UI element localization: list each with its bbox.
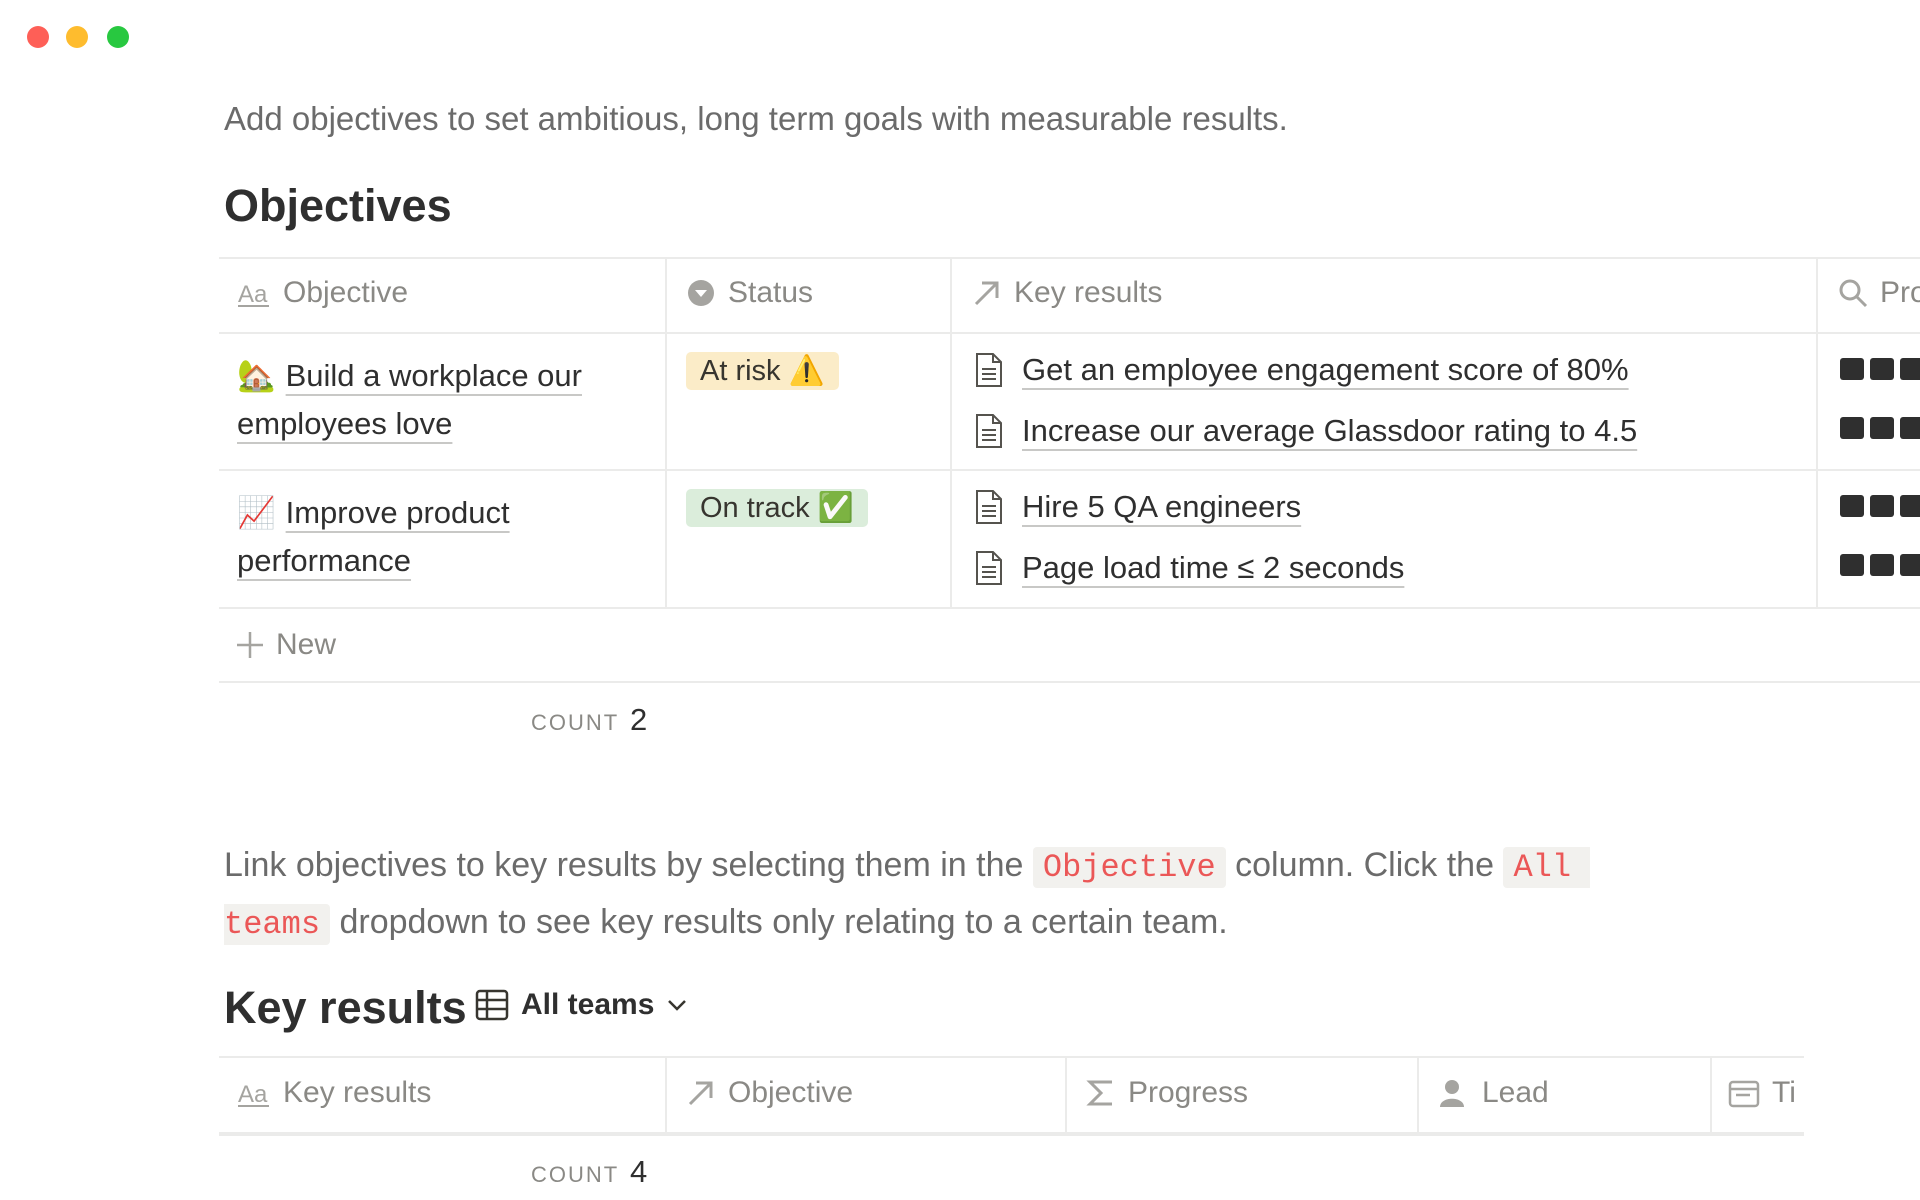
key-result-link[interactable]: Page load time ≤ 2 seconds [1022,550,1405,585]
objective-name: 📈 Improve product performance [237,489,637,585]
column-label: Lead [1482,1076,1549,1109]
column-label: Key results [1014,276,1163,309]
divider [1816,257,1818,607]
divider [665,257,667,607]
progress-block [1870,417,1894,439]
progress-block [1900,554,1920,576]
formula-icon [1086,1080,1112,1106]
column-header[interactable]: Objective [686,1076,853,1110]
page-icon [976,551,1002,585]
view-label: All teams [521,988,655,1021]
column-label: Key results [283,1076,432,1109]
objective-name: 🏡 Build a workplace our employees love [237,352,637,448]
column-header[interactable]: Ti [1728,1076,1796,1110]
divider [219,332,1920,334]
key-result-link[interactable]: Hire 5 QA engineers [1022,489,1302,524]
table-clip: Aa Key results Objective Progress Lead T… [237,1076,1796,1110]
key-result[interactable]: Page load time ≤ 2 seconds [974,550,1404,586]
inline-code: Objective [1032,847,1226,888]
new-row-button[interactable]: New [236,628,336,662]
key-result[interactable]: Get an employee engagement score of 80% [974,352,1629,388]
text-icon: Aa [238,281,269,308]
divider [219,1132,1804,1136]
new-label: New [276,628,337,661]
close-button[interactable] [27,26,49,48]
divider [219,469,1920,471]
page-icon [976,414,1002,448]
progress-block [1840,495,1864,517]
minimize-button[interactable] [66,26,88,48]
progress-block [1870,358,1894,380]
column-label: Pro [1880,276,1920,309]
page-icon [976,490,1002,524]
divider [219,607,1920,609]
status-icon [688,280,714,306]
count-label: COUNT [531,1162,620,1187]
plus-icon [237,632,263,658]
status-pill: At risk ⚠️ [686,352,839,390]
progress-block [1840,554,1864,576]
column-label: Progress [1128,1076,1249,1109]
divider [665,1056,667,1132]
objective-icon: 📈 [237,495,276,530]
chevron-icon [668,1000,687,1011]
column-label: Ti [1772,1076,1796,1109]
divider [1710,1056,1712,1132]
search-icon [1839,279,1868,308]
divider [219,257,1920,259]
column-header[interactable]: Aa Key results [237,1076,431,1110]
key-result[interactable]: Increase our average Glassdoor rating to… [974,413,1637,449]
count-value: 4 [630,1154,648,1189]
intro-text: Add objectives to set ambitious, long te… [224,100,1288,137]
table-icon [475,989,509,1021]
note-segment: Link objectives to key results by select… [224,846,1033,884]
column-header[interactable]: Lead [1438,1076,1549,1110]
column-header[interactable]: Progress [1086,1076,1248,1110]
progress-block [1900,495,1920,517]
key-result[interactable]: Hire 5 QA engineers [974,489,1301,525]
column-label: Objective [283,276,409,309]
divider [219,1056,1804,1058]
divider [1417,1056,1419,1132]
column-header[interactable]: Key results [972,276,1162,310]
objective-icon: 🏡 [237,358,276,393]
svg-text:Aa: Aa [238,281,268,308]
heading: Key results [224,982,467,1033]
column-label: Objective [728,1076,854,1109]
text-icon: Aa [238,1081,269,1108]
divider [950,257,952,607]
svg-text:Aa: Aa [238,1081,268,1108]
relation-icon [974,281,999,306]
note-text: Link objectives to key results by select… [224,838,1644,952]
column-header[interactable]: Aa Objective [237,276,408,310]
page-icon [976,353,1002,387]
count-label: COUNT [531,710,620,735]
view-dropdown[interactable]: All teams [475,988,688,1022]
progress-block [1900,358,1920,380]
count-value: 2 [630,702,648,737]
person-icon [1440,1080,1464,1107]
objective-link[interactable]: Build a workplace our employees love [237,358,582,441]
progress-block [1840,358,1864,380]
status-pill: On track ✅ [686,489,868,527]
calendar-icon [1728,1080,1760,1108]
key-result-link[interactable]: Get an employee engagement score of 80% [1022,352,1629,387]
progress-block [1840,417,1864,439]
progress-block [1870,554,1894,576]
objective-link[interactable]: Improve product performance [237,495,510,578]
relation-icon [688,1081,713,1106]
zoom-button[interactable] [107,26,129,48]
key-result-link[interactable]: Increase our average Glassdoor rating to… [1022,413,1638,448]
progress-block [1900,417,1920,439]
divider [1065,1056,1067,1132]
column-header[interactable]: Pro [1838,276,1920,310]
column-label: Status [728,276,814,309]
note-segment: column. Click the [1225,846,1504,884]
note-segment: dropdown to see key results only relatin… [330,903,1228,941]
column-header[interactable]: Status [686,276,813,310]
heading: Objectives [224,180,452,231]
progress-block [1870,495,1894,517]
divider [219,681,1920,683]
